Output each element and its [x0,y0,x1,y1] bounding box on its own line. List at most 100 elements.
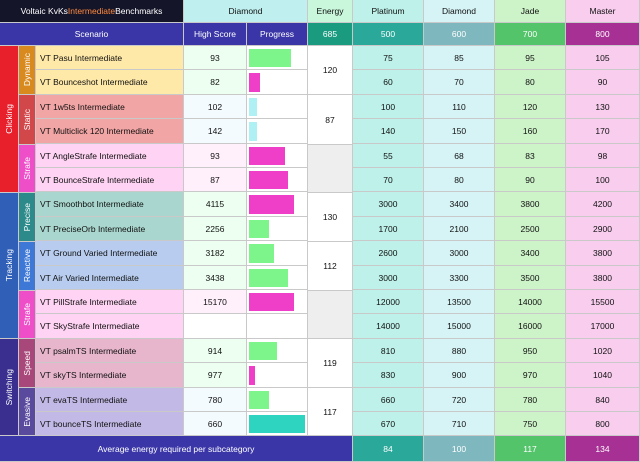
scenario-name[interactable]: VT Bounceshot Intermediate [36,70,184,95]
high-score-cell[interactable]: 914 [184,339,247,363]
threshold-cell-diamond: 900 [424,363,495,388]
high-score-cell[interactable]: 3438 [184,266,247,290]
progress-bar [249,391,269,409]
threshold-cell-platinum: 3000 [353,266,424,290]
threshold-cell-diamond: 720 [424,388,495,412]
high-score-cell[interactable]: 3182 [184,241,247,266]
threshold-cell-diamond: 80 [424,168,495,192]
threshold-cell-platinum: 100 [353,95,424,119]
footer-platinum: 84 [353,436,424,462]
energy-total: 685 [308,23,353,46]
high-score-cell[interactable]: 82 [184,70,247,95]
subcategory-reactive-label: Reactive [22,249,32,283]
scenario-name[interactable]: VT Pasu Intermediate [36,46,184,70]
high-score-cell[interactable]: 4115 [184,192,247,217]
energy-strafe-clicking [308,145,353,193]
subcategory-static-label: Static [22,108,32,131]
high-score-cell[interactable]: 93 [184,144,247,168]
threshold-cell-jade: 90 [495,168,566,192]
threshold-cell-master: 105 [566,46,640,70]
scenario-name[interactable]: VT AngleStrafe Intermediate [36,144,184,168]
scenario-name[interactable]: VT SkyStrafe Intermediate [36,314,184,339]
scenario-name[interactable]: VT evaTS Intermediate [36,388,184,412]
threshold-cell-jade: 750 [495,412,566,436]
high-score-cell[interactable]: 977 [184,363,247,388]
sheet-title: Voltaic KvKs Intermediate Benchmarks [0,0,184,23]
progress-bar [249,244,274,263]
threshold-cell-diamond: 3400 [424,192,495,217]
subcategory-dynamic-label: Dynamic [22,53,32,87]
threshold-cell-diamond: 13500 [424,290,495,314]
footer-jade: 117 [495,436,566,462]
progress-cell [247,363,308,388]
threshold-cell-platinum: 60 [353,70,424,95]
category-clicking: Clicking [0,46,19,193]
high-score-cell[interactable] [184,314,247,339]
threshold-cell-jade: 970 [495,363,566,388]
progress-bar [249,147,285,165]
threshold-cell-jade: 14000 [495,290,566,314]
footer-diamond: 100 [424,436,495,462]
threshold-cell-jade: 3500 [495,266,566,290]
threshold-cell-platinum: 660 [353,388,424,412]
threshold-cell-diamond: 110 [424,95,495,119]
energy-static: 87 [308,95,353,145]
threshold-cell-master: 98 [566,144,640,168]
scenario-name[interactable]: VT Air Varied Intermediate [36,266,184,290]
scenario-name[interactable]: VT Ground Varied Intermediate [36,241,184,266]
high-score-cell[interactable]: 142 [184,119,247,144]
threshold-cell-master: 100 [566,168,640,192]
title-prefix: Voltaic KvKs [20,6,68,16]
category-switching: Switching [0,339,19,436]
footer-label: Average energy required per subcategory [0,436,353,462]
threshold-master: 800 [566,23,640,46]
subcategory-strafe-tracking: Strafe [19,291,36,339]
threshold-cell-platinum: 1700 [353,217,424,241]
category-switching-label: Switching [4,368,14,406]
rank-header-master: Master [566,0,640,23]
energy-speed: 119 [308,339,353,388]
scenario-name[interactable]: VT psalmTS Intermediate [36,339,184,363]
high-score-cell[interactable]: 780 [184,388,247,412]
scenario-name[interactable]: VT BounceStrafe Intermediate [36,168,184,192]
high-score-cell[interactable]: 660 [184,412,247,436]
threshold-diamond: 600 [424,23,495,46]
high-score-cell[interactable]: 93 [184,46,247,70]
threshold-cell-jade: 780 [495,388,566,412]
threshold-cell-master: 1020 [566,339,640,363]
threshold-cell-platinum: 12000 [353,290,424,314]
scenario-name[interactable]: VT Smoothbot Intermediate [36,192,184,217]
subcategory-static: Static [19,95,36,145]
threshold-cell-platinum: 75 [353,46,424,70]
subcategory-strafe-clicking-label: Strafe [22,157,32,180]
high-score-column-header: High Score [184,23,247,46]
high-score-cell[interactable]: 102 [184,95,247,119]
progress-bar [249,49,291,67]
scenario-name[interactable]: VT PillStrafe Intermediate [36,290,184,314]
subcategory-evasive: Evasive [19,388,36,436]
progress-bar [249,122,257,141]
threshold-cell-platinum: 3000 [353,192,424,217]
progress-bar [249,220,269,238]
subcategory-precise: Precise [19,193,36,242]
threshold-cell-platinum: 14000 [353,314,424,339]
high-score-cell[interactable]: 87 [184,168,247,192]
threshold-cell-master: 130 [566,95,640,119]
threshold-cell-diamond: 150 [424,119,495,144]
scenario-name[interactable]: VT PreciseOrb Intermediate [36,217,184,241]
progress-bar [249,415,305,433]
scenario-name[interactable]: VT Multiclick 120 Intermediate [36,119,184,144]
threshold-cell-diamond: 85 [424,46,495,70]
threshold-cell-jade: 120 [495,95,566,119]
threshold-cell-platinum: 140 [353,119,424,144]
threshold-cell-master: 800 [566,412,640,436]
scenario-name[interactable]: VT bounceTS Intermediate [36,412,184,436]
high-score-cell[interactable]: 2256 [184,217,247,241]
scenario-name[interactable]: VT 1w5ts Intermediate [36,95,184,119]
threshold-cell-diamond: 68 [424,144,495,168]
high-score-cell[interactable]: 15170 [184,290,247,314]
threshold-cell-master: 840 [566,388,640,412]
scenario-name[interactable]: VT skyTS Intermediate [36,363,184,388]
threshold-cell-platinum: 2600 [353,241,424,266]
